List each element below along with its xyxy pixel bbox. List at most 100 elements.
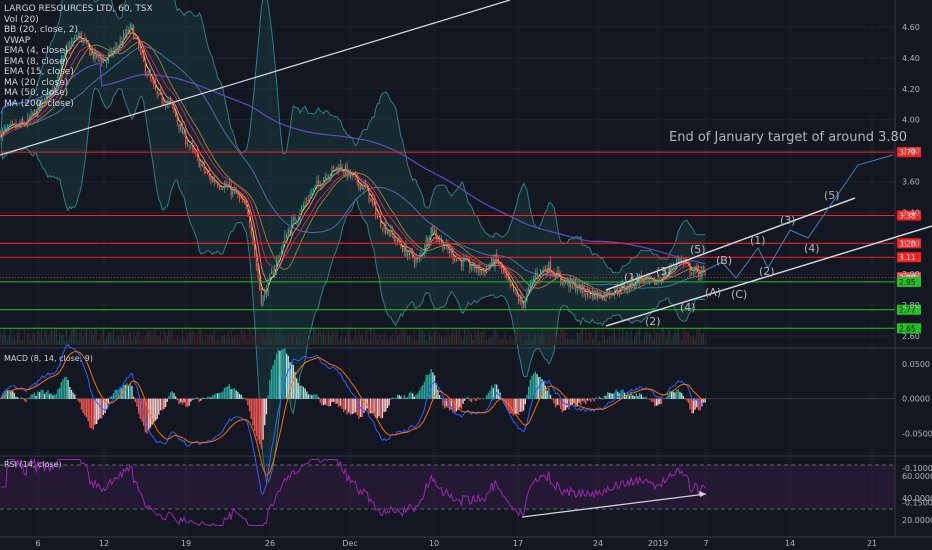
candle-body xyxy=(407,253,409,257)
volume-bar xyxy=(72,327,74,345)
volume-bar xyxy=(617,339,619,345)
candle-body xyxy=(704,269,706,272)
legend-item[interactable]: EMA (15, close) xyxy=(4,67,74,77)
volume-bar xyxy=(272,329,274,345)
candle-body xyxy=(52,88,54,93)
macd-histogram-bar xyxy=(275,353,278,399)
volume-bar xyxy=(106,336,108,345)
volume-bar xyxy=(519,334,521,345)
candle-body xyxy=(259,276,261,290)
volume-bar xyxy=(270,337,273,345)
volume-bar xyxy=(133,330,135,345)
volume-bar xyxy=(554,335,557,345)
volume-bar xyxy=(595,329,597,345)
macd-histogram-bar xyxy=(107,398,110,404)
legend-item[interactable]: EMA (8, close) xyxy=(4,56,69,67)
candle-body xyxy=(195,153,197,154)
macd-histogram-bar xyxy=(211,395,214,399)
rsi-label[interactable]: RSI (14, close) xyxy=(4,460,62,469)
candle-body xyxy=(475,270,478,271)
macd-histogram-bar xyxy=(331,398,333,403)
legend-item[interactable]: MA (200, close) xyxy=(4,98,74,109)
candle-body xyxy=(284,235,286,243)
macd-histogram-bar xyxy=(606,391,609,399)
volume-bar xyxy=(450,332,452,345)
macd-histogram-bar xyxy=(332,398,335,402)
candle-body xyxy=(249,214,251,224)
time-tick: 26 xyxy=(265,539,275,548)
volume-bar xyxy=(662,328,664,345)
macd-histogram-bar xyxy=(358,398,360,419)
candle-body xyxy=(257,264,259,278)
macd-histogram-bar xyxy=(398,394,400,399)
candle-body xyxy=(472,262,474,268)
macd-histogram-bar xyxy=(206,396,209,399)
volume-bar xyxy=(618,329,621,345)
volume-bar xyxy=(675,332,678,345)
candle-body xyxy=(8,124,10,127)
candle-body xyxy=(612,293,614,295)
macd-histogram-bar xyxy=(440,398,442,399)
candle-body xyxy=(89,47,91,56)
macd-histogram-bar xyxy=(531,375,533,399)
volume-bar xyxy=(521,338,523,345)
volume-bar xyxy=(655,332,658,345)
macd-histogram-bar xyxy=(169,392,172,399)
candle-body xyxy=(506,274,508,278)
macd-histogram-bar xyxy=(174,396,177,399)
volume-bar xyxy=(644,335,646,345)
volume-bar xyxy=(275,327,278,345)
volume-bar xyxy=(326,331,328,345)
elliott-wave-projection: (1) (2) (3) (4) (5) (A) (B) (C) (1) (2) (3) (4) (5) xyxy=(624,154,894,328)
legend-item[interactable]: Vol (20) xyxy=(4,14,39,25)
candle-body xyxy=(408,249,410,256)
legend-item[interactable]: VWAP xyxy=(4,35,31,46)
volume-bar xyxy=(42,338,44,345)
volume-bar xyxy=(141,336,143,345)
volume-bar xyxy=(563,329,565,345)
legend-item[interactable]: EMA (4, close) xyxy=(4,46,69,56)
candle-body xyxy=(385,223,387,234)
candle-body xyxy=(677,258,679,261)
candle-body xyxy=(521,297,523,305)
candle-body xyxy=(69,45,71,50)
legend-item[interactable]: MA (50, close) xyxy=(4,88,69,98)
level-tag-label: 2.65 xyxy=(899,324,916,333)
candle-body xyxy=(331,166,333,174)
macd-histogram-bar xyxy=(84,398,86,416)
volume-bar xyxy=(17,332,19,345)
legend-item[interactable]: BB (20, close, 2) xyxy=(4,25,79,35)
volume-bar xyxy=(250,330,252,345)
candle-body xyxy=(203,164,205,171)
macd-pane xyxy=(0,344,895,495)
legend-item[interactable]: MA (20, close) xyxy=(4,77,69,88)
volume-bar xyxy=(497,339,499,345)
macd-histogram-bar xyxy=(296,378,298,399)
macd-histogram-bar xyxy=(625,394,627,399)
candle-body xyxy=(398,239,400,244)
candle-body xyxy=(191,143,194,148)
symbol-title[interactable]: LARGO RESOURCES LTD, 60, TSX xyxy=(4,4,153,14)
macd-histogram-bar xyxy=(90,398,93,429)
macd-histogram-bar xyxy=(222,391,224,399)
candle-body xyxy=(413,259,415,264)
volume-bar xyxy=(608,335,610,345)
volume-bar xyxy=(307,339,310,345)
macd-histogram-bar xyxy=(176,398,179,401)
macd-histogram-bar xyxy=(381,398,384,419)
volume-bar xyxy=(672,335,674,345)
volume-bar xyxy=(143,338,145,345)
macd-label[interactable]: MACD (8, 14, close, 9) xyxy=(4,354,93,363)
macd-histogram-bar xyxy=(173,393,175,399)
volume-bar xyxy=(528,334,530,345)
candle-body xyxy=(351,174,353,177)
volume-bar xyxy=(333,330,335,345)
volume-bar xyxy=(697,328,700,345)
candle-body xyxy=(511,284,513,287)
macd-histogram-bar xyxy=(311,395,313,399)
macd-histogram-bar xyxy=(679,391,681,399)
volume-bar xyxy=(203,340,205,345)
candle-body xyxy=(536,272,538,277)
candle-body xyxy=(35,110,37,116)
